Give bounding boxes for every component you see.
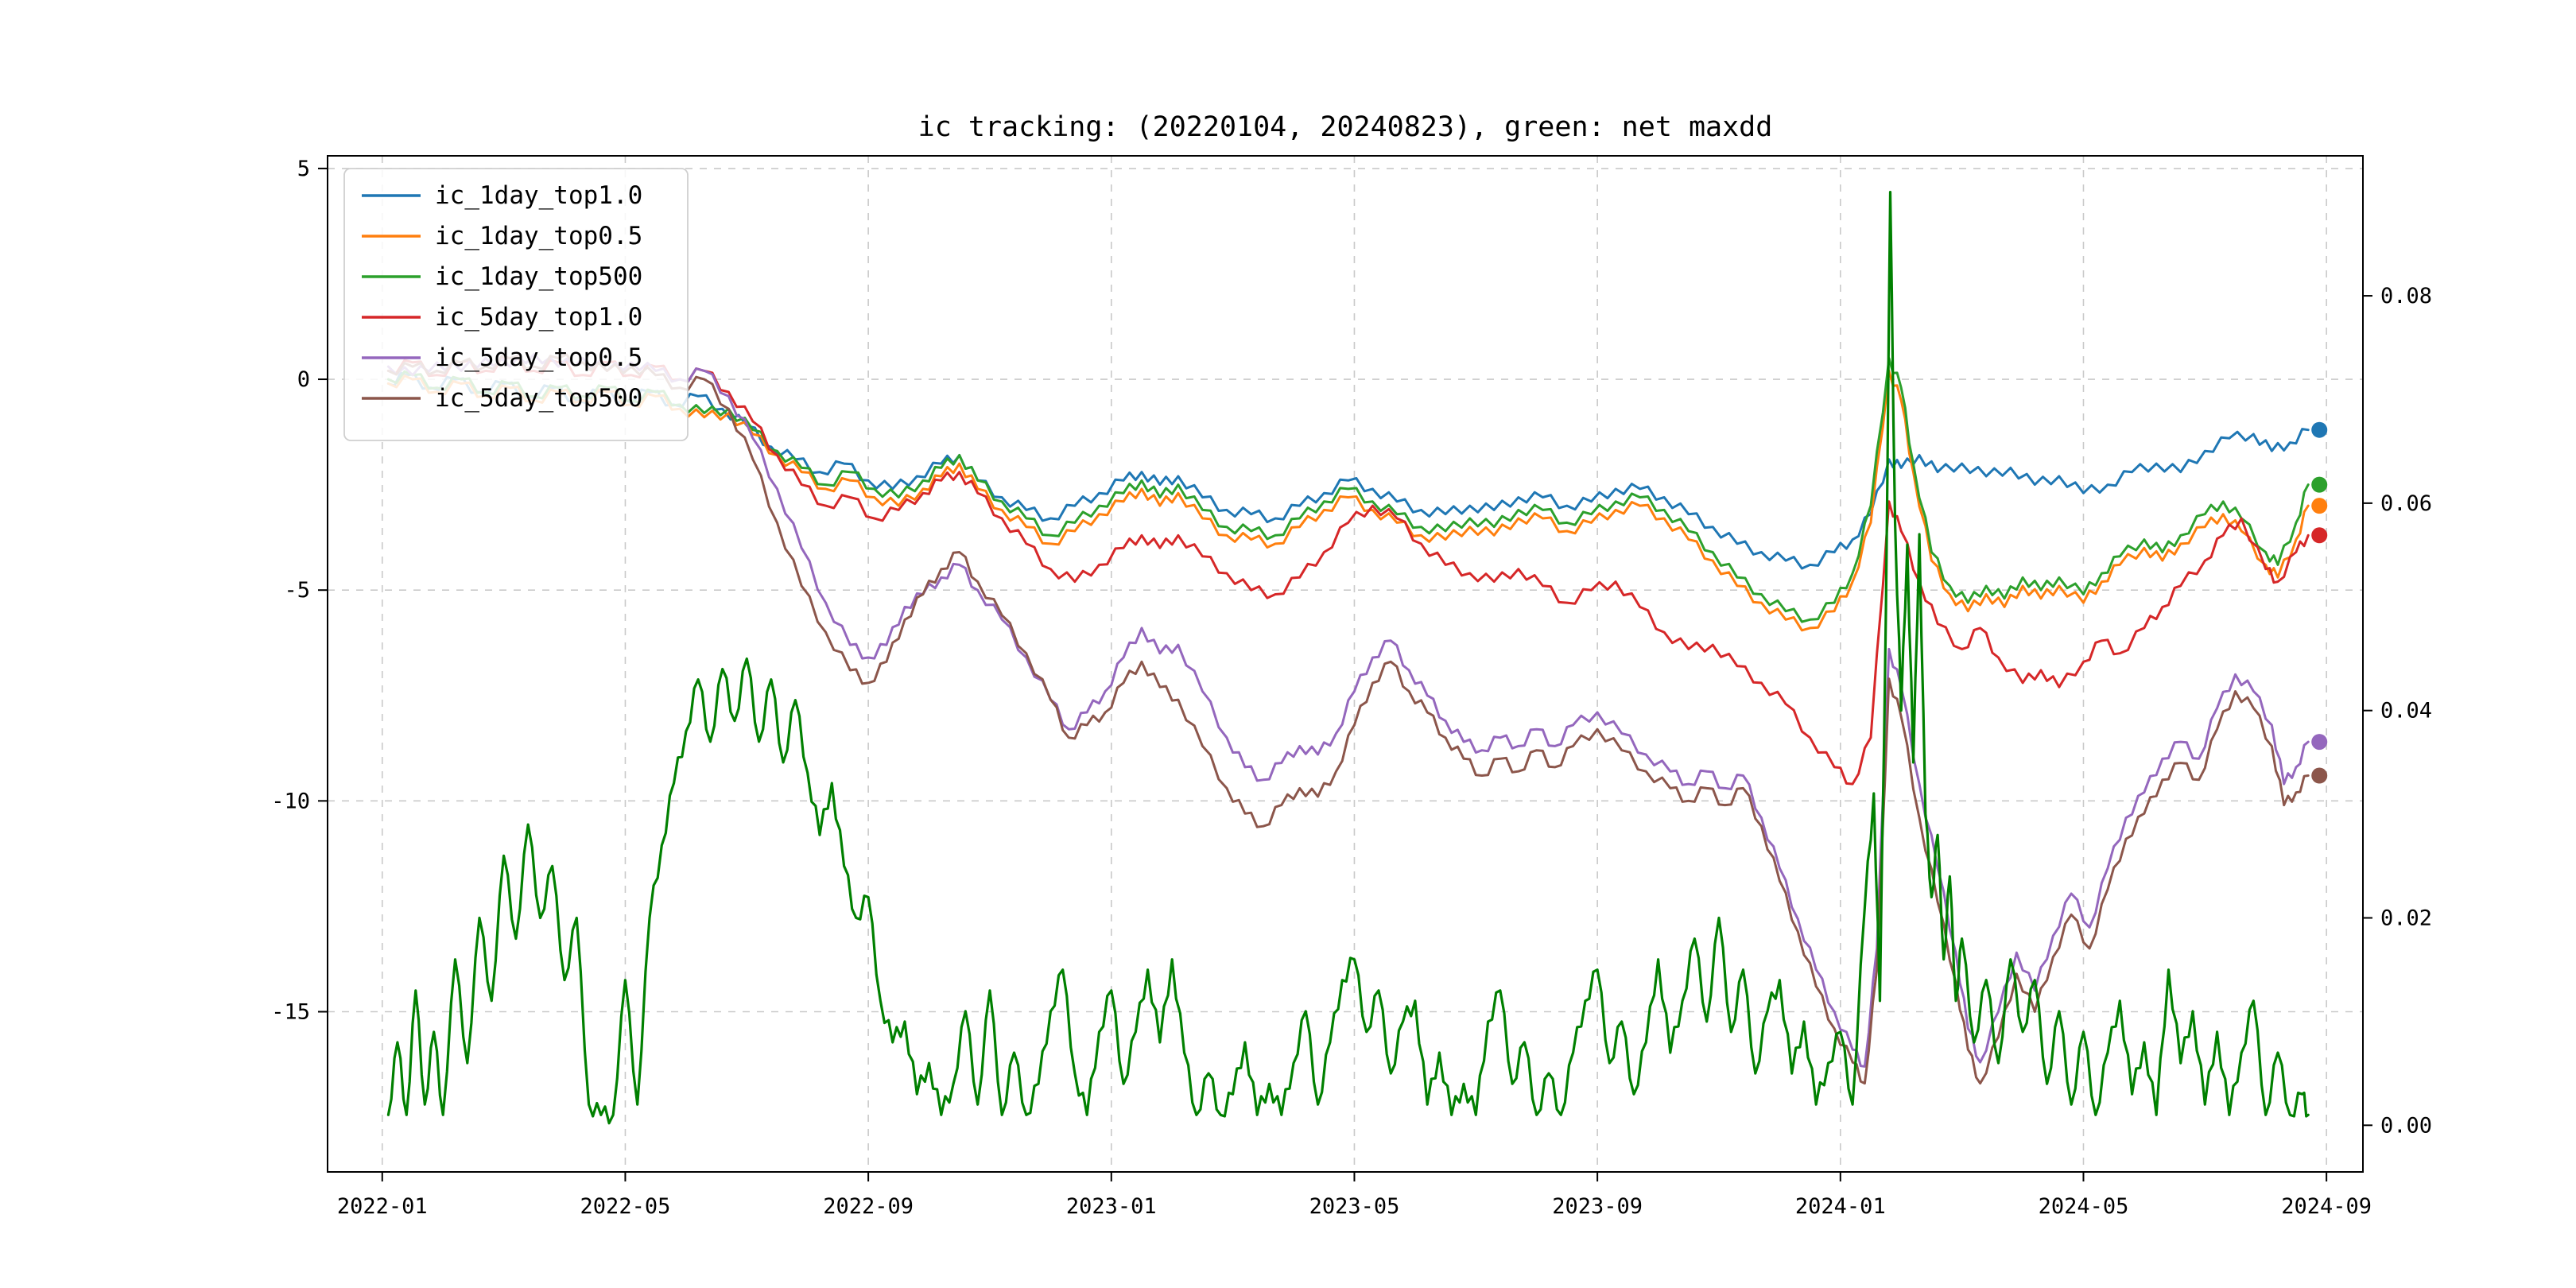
y-right-tick-label: 0.00: [2380, 1113, 2432, 1138]
end-dot-ic_5day_top0.5: [2311, 734, 2328, 751]
legend-item-ic_5day_top1.0: ic_5day_top1.0: [362, 303, 642, 332]
series-lines: [386, 191, 2310, 1125]
legend-label: ic_1day_top500: [435, 262, 642, 291]
y-left-tick-label: 0: [297, 367, 310, 392]
end-dot-ic_5day_top500: [2311, 767, 2328, 784]
series-line-ic_5day_top500: [386, 353, 2310, 1085]
y-right-tick-label: 0.04: [2380, 699, 2432, 724]
end-dot-ic_5day_top1.0: [2311, 527, 2328, 544]
legend-label: ic_1day_top0.5: [435, 222, 642, 250]
legend-label: ic_5day_top500: [435, 384, 642, 413]
chart-title: ic tracking: (20220104, 20240823), green…: [918, 111, 1773, 143]
legend-label: ic_5day_top0.5: [435, 343, 642, 372]
x-tick-label: 2023-09: [1552, 1194, 1643, 1219]
y-right-tick-label: 0.02: [2380, 906, 2432, 931]
series-line-ic_1day_top500: [386, 357, 2310, 623]
series-line-ic_5day_top1.0: [386, 356, 2310, 786]
legend-item-ic_1day_top500: ic_1day_top500: [362, 262, 642, 291]
axis-labels: 2022-01 2022-05 2022-09 2023-01 2023-05 2023-…: [271, 157, 2432, 1219]
y-right-tick-label: 0.06: [2380, 491, 2432, 516]
y-right-tick-label: 0.08: [2380, 284, 2432, 308]
gridlines: [328, 156, 2363, 1172]
y-left-tick-label: -15: [271, 999, 310, 1024]
legend-box: [343, 168, 689, 441]
y-left-tick-label: -10: [271, 789, 310, 813]
x-tick-label: 2024-09: [2281, 1194, 2372, 1219]
series-line-ic_5day_top0.5: [386, 352, 2310, 1068]
series-line-ic_1day_top1.0: [386, 371, 2310, 570]
series-end-dots: [2311, 421, 2328, 784]
x-tick-label: 2022-05: [580, 1194, 671, 1219]
legend-item-ic_5day_top0.5: ic_5day_top0.5: [362, 343, 642, 372]
x-tick-label: 2023-05: [1309, 1194, 1400, 1219]
y-left-tick-label: 5: [297, 157, 310, 181]
y-left-tick-label: -5: [284, 578, 310, 603]
x-tick-label: 2024-05: [2039, 1194, 2129, 1219]
end-dot-ic_1day_top500: [2311, 476, 2328, 493]
legend-item-ic_1day_top1.0: ic_1day_top1.0: [362, 181, 642, 210]
x-tick-label: 2022-09: [823, 1194, 914, 1219]
series-line-net_maxdd: [386, 191, 2310, 1125]
x-tick-label: 2023-01: [1066, 1194, 1157, 1219]
axes-spines: [327, 155, 2364, 1173]
end-dot-ic_1day_top0.5: [2311, 498, 2328, 514]
legend-label: ic_5day_top1.0: [435, 303, 642, 332]
end-dot-ic_1day_top1.0: [2311, 421, 2328, 438]
legend-item-ic_5day_top500: ic_5day_top500: [362, 384, 642, 413]
x-tick-label: 2024-01: [1795, 1194, 1886, 1219]
x-tick-label: 2022-01: [337, 1194, 428, 1219]
legend-label: ic_1day_top1.0: [435, 181, 642, 210]
legend: ic_1day_top1.0 ic_1day_top0.5 ic_1day_top5…: [343, 168, 689, 441]
legend-item-ic_1day_top0.5: ic_1day_top0.5: [362, 222, 642, 250]
